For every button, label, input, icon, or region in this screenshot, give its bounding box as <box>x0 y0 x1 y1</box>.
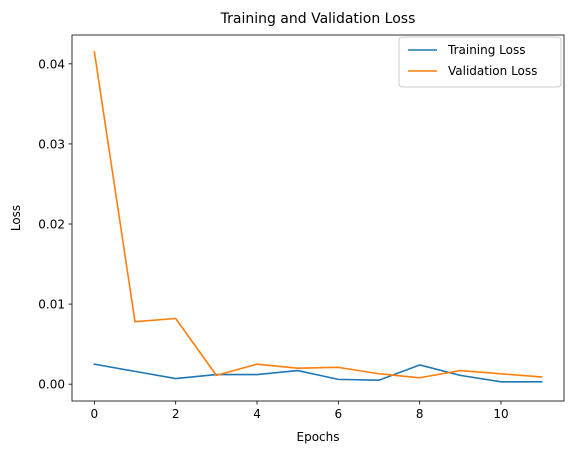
x-tick-label: 10 <box>493 407 508 421</box>
y-tick-label: 0.03 <box>38 137 65 151</box>
legend: Training Loss Validation Loss <box>399 37 561 87</box>
x-tick-label: 6 <box>335 407 343 421</box>
series-layer <box>94 52 541 382</box>
legend-label-validation-loss: Validation Loss <box>448 64 537 78</box>
chart-title: Training and Validation Loss <box>220 11 416 27</box>
x-tick-label: 8 <box>416 407 424 421</box>
y-tick-label: 0.00 <box>38 378 65 392</box>
y-axis-label: Loss <box>9 205 23 231</box>
legend-label-training-loss: Training Loss <box>447 43 525 57</box>
y-tick-label: 0.02 <box>38 218 65 232</box>
x-tick-label: 2 <box>172 407 180 421</box>
x-tick-label: 4 <box>253 407 261 421</box>
axes-layer <box>72 35 564 401</box>
y-tick-label: 0.01 <box>38 298 65 312</box>
plot-frame <box>72 35 564 401</box>
series-line-validation-loss <box>94 52 541 378</box>
series-line-training-loss <box>94 364 541 382</box>
x-axis-label: Epochs <box>297 430 340 444</box>
y-tick-label: 0.04 <box>38 57 65 71</box>
x-tick-label: 0 <box>91 407 99 421</box>
